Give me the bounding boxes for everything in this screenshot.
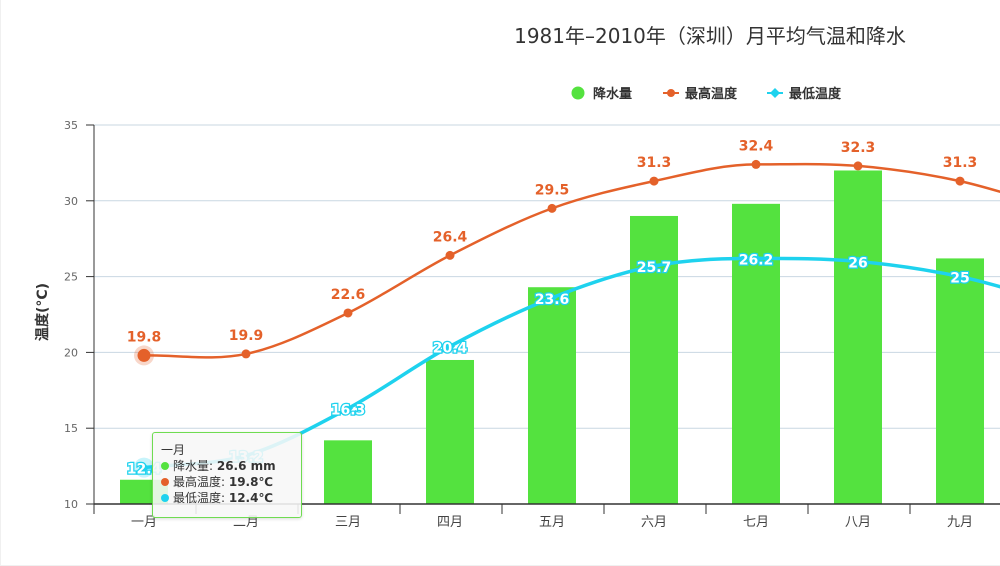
x-tick-label: 八月 — [845, 515, 871, 530]
legend-min-temp-icon — [770, 88, 780, 98]
tooltip-value: 12.4℃ — [228, 491, 273, 505]
max-temp-marker — [955, 176, 965, 186]
y-tick-label: 30 — [64, 195, 78, 208]
precipitation-bar — [324, 440, 372, 504]
legend-label: 最低温度 — [789, 86, 842, 102]
x-tick-label: 一月 — [131, 515, 157, 530]
green-dot-icon — [161, 462, 169, 470]
chart-title: 1981年–2010年（深圳）月平均气温和降水 — [514, 24, 906, 48]
max-temp-marker — [241, 349, 251, 359]
min-temp-marker — [139, 462, 149, 473]
x-tick-label: 六月 — [641, 515, 667, 530]
min-temp-marker — [343, 403, 353, 414]
tooltip-value: 26.6 mm — [216, 459, 276, 473]
max-temp-label: 32.4 — [739, 138, 774, 154]
max-temp-marker — [751, 159, 761, 169]
min-temp-label: 20.4 — [433, 340, 468, 356]
tooltip-title: 一月 — [161, 443, 186, 457]
max-temp-marker — [445, 250, 455, 260]
y-tick-label: 15 — [64, 422, 78, 435]
max-temp-label: 32.3 — [841, 140, 876, 156]
y-tick-label: 10 — [64, 498, 78, 511]
min-temp-marker — [649, 260, 659, 271]
max-temp-marker — [343, 308, 353, 318]
legend-label: 最高温度 — [685, 86, 738, 102]
precipitation-bar — [528, 287, 576, 504]
y-tick-label: 20 — [64, 346, 78, 359]
x-tick-label: 七月 — [743, 515, 769, 530]
max-temp-marker — [137, 348, 151, 362]
max-temp-label: 29.5 — [535, 182, 570, 198]
x-tick-label: 三月 — [335, 515, 361, 530]
min-temp-label: 25 — [950, 271, 969, 287]
max-temp-label: 19.9 — [229, 328, 264, 344]
x-tick-label: 四月 — [437, 515, 463, 530]
min-temp-label: 26 — [848, 255, 867, 271]
precipitation-bar — [426, 359, 474, 504]
cyan-dot-icon — [161, 494, 169, 502]
max-temp-line — [143, 162, 1000, 359]
precipitation-bar — [732, 203, 780, 504]
y-axis: 10 15 20 25 30 35 — [64, 119, 95, 511]
min-temp-marker — [955, 271, 965, 282]
legend: 降水量 最高温度 最低温度 — [571, 86, 842, 102]
max-temp-label: 31.3 — [637, 155, 672, 171]
tooltip-label: 最低温度: — [173, 491, 229, 505]
precipitation-bar — [834, 170, 882, 505]
tooltip-label: 最高温度: — [173, 475, 229, 489]
max-temp-label: 26.4 — [433, 229, 468, 245]
tooltip-row-low: 最低温度: 12.4℃ — [161, 490, 293, 506]
tooltip-row-high: 最高温度: 19.8℃ — [161, 474, 293, 490]
max-temp-label: 19.8 — [127, 329, 162, 345]
orange-dot-icon — [161, 478, 169, 486]
min-temp-label: 25.7 — [637, 260, 672, 276]
legend-label: 降水量 — [593, 86, 632, 102]
max-temp-label: 22.6 — [331, 287, 366, 303]
tooltip-value: 19.8℃ — [228, 475, 273, 489]
min-temp-label: 16.3 — [331, 402, 366, 418]
min-temp-marker — [547, 292, 557, 303]
tooltip: 一月 降水量: 26.6 mm 最高温度: 19.8℃ 最低温度: 12.4℃ — [152, 432, 302, 518]
y-tick-label: 35 — [64, 119, 78, 132]
x-tick-label: 五月 — [539, 515, 565, 530]
min-temp-marker — [445, 341, 455, 352]
max-temp-marker — [649, 176, 659, 186]
max-temp-marker — [547, 203, 557, 213]
x-tick-label: 九月 — [947, 515, 973, 530]
y-axis-label: 温度(°C) — [34, 283, 51, 341]
legend-max-temp-icon — [667, 89, 675, 97]
legend-precip-icon — [571, 86, 585, 100]
max-temp-marker — [853, 161, 863, 171]
line-markers — [134, 159, 965, 478]
max-temp-label: 31.3 — [943, 155, 978, 171]
y-tick-label: 25 — [64, 271, 78, 284]
min-temp-marker — [853, 256, 863, 267]
x-tick-label: 二月 — [233, 515, 259, 530]
precipitation-bar — [936, 258, 984, 504]
min-temp-label: 26.2 — [739, 252, 774, 268]
tooltip-row-precip: 降水量: 26.6 mm — [161, 458, 293, 474]
tooltip-label: 降水量: — [173, 459, 217, 473]
min-temp-label: 23.6 — [535, 292, 570, 308]
min-temp-marker — [751, 253, 761, 264]
